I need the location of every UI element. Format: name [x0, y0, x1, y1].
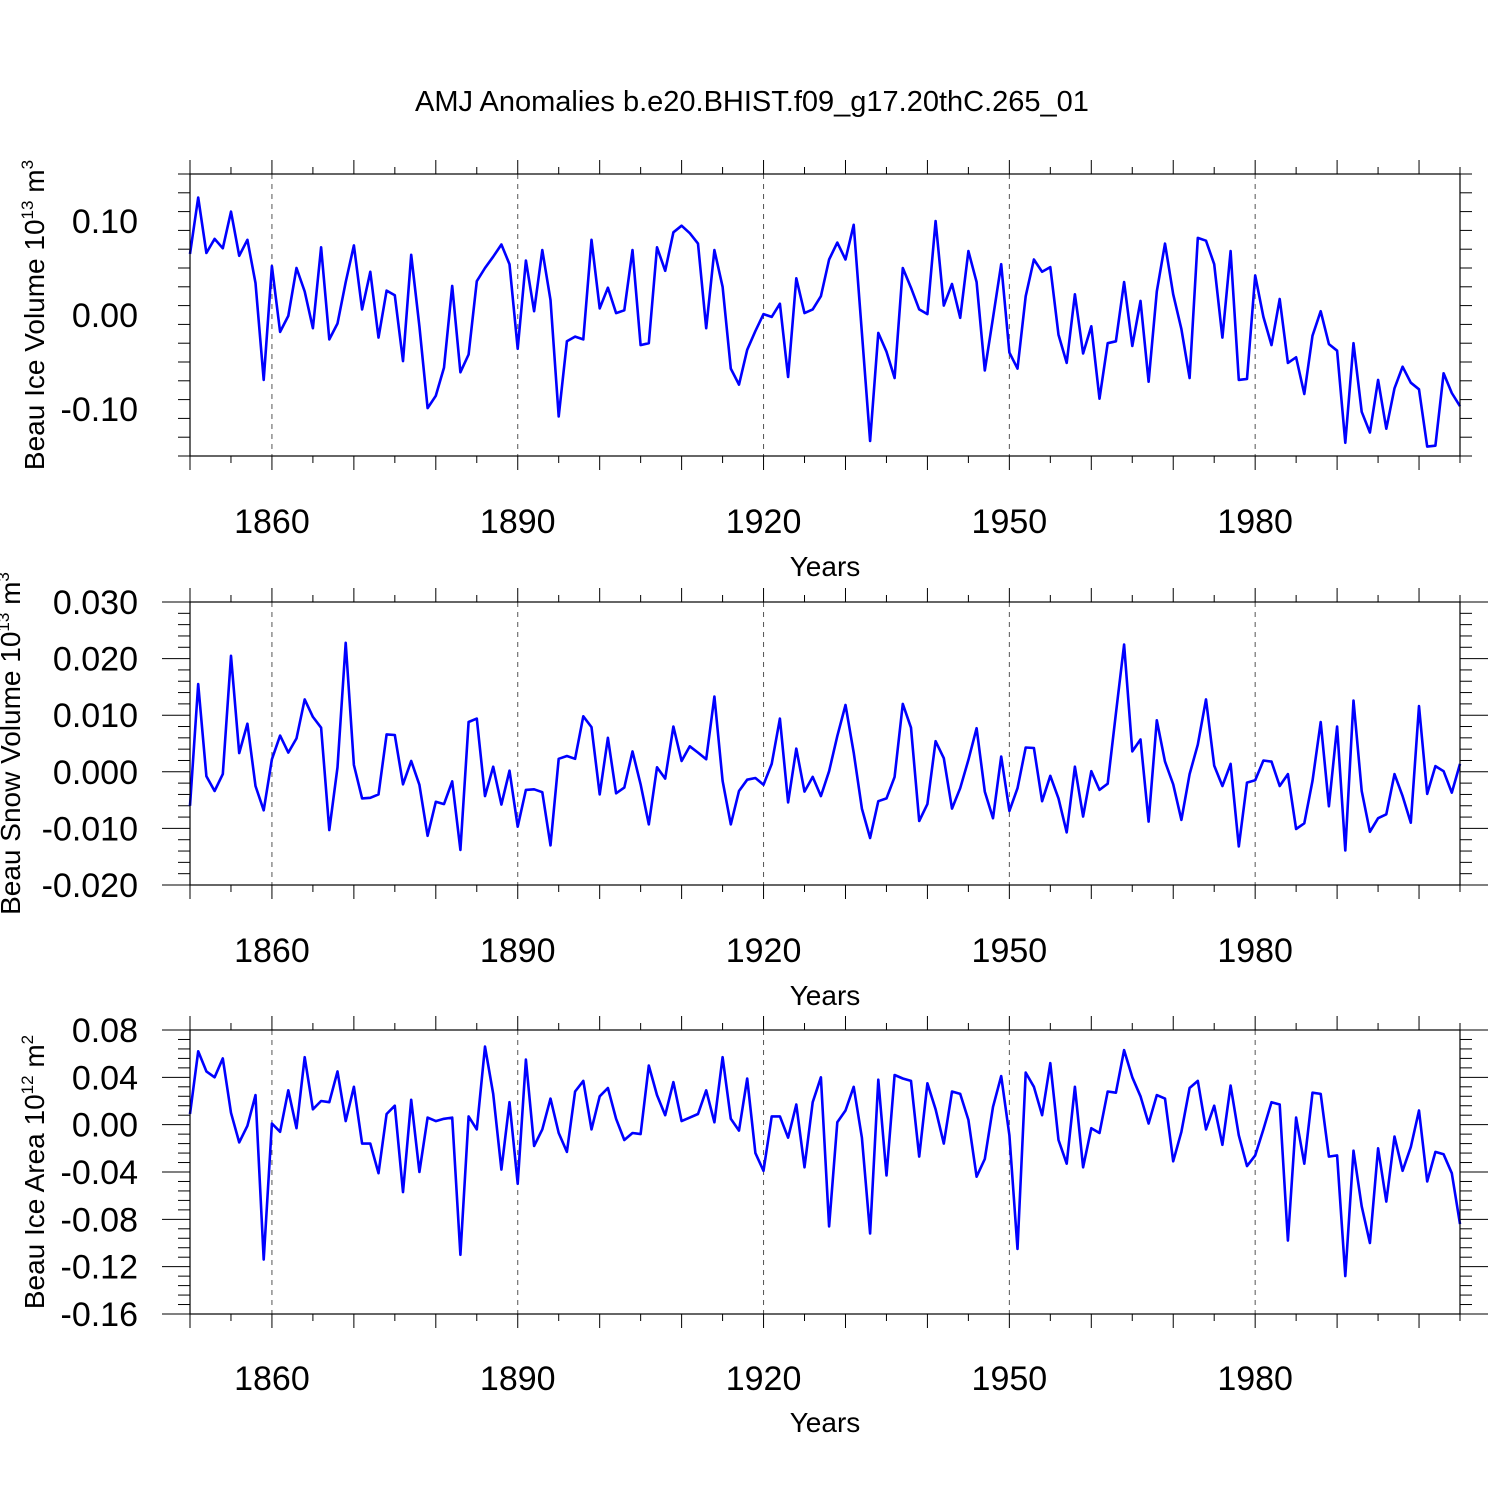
- y-tick-label: 0.10: [72, 203, 138, 241]
- x-tick-label: 1890: [480, 503, 556, 541]
- y-tick-label: 0.08: [72, 1012, 138, 1050]
- y-tick-label: -0.04: [61, 1154, 139, 1192]
- y-tick-label: -0.16: [61, 1296, 139, 1334]
- y-axis-title-unit: m: [19, 169, 50, 200]
- x-tick-label: 1860: [234, 503, 310, 541]
- x-tick-label: 1890: [480, 1360, 556, 1398]
- x-tick-label: 1890: [480, 932, 556, 970]
- x-tick-label: 1920: [726, 1360, 802, 1398]
- x-axis-title: Years: [790, 1407, 861, 1438]
- y-tick-label: -0.020: [42, 867, 138, 905]
- y-axis-title-unit-exponent: 3: [18, 160, 37, 169]
- plot-frame: [189, 173, 1461, 457]
- plot-frame: [189, 601, 1461, 886]
- y-axis-title-prefix: Beau Ice Area 10: [19, 1094, 50, 1309]
- chart-title: AMJ Anomalies b.e20.BHIST.f09_g17.20thC.…: [415, 86, 1089, 118]
- y-axis-title-unit: m: [0, 582, 26, 613]
- x-tick-label: 1920: [726, 932, 802, 970]
- y-axis-title: Beau Ice Area 1012 m2: [18, 1035, 50, 1309]
- x-tick-label: 1950: [972, 1360, 1048, 1398]
- x-tick-label: 1980: [1217, 932, 1293, 970]
- series-line: [188, 196, 1462, 448]
- y-tick-label: 0.010: [53, 697, 138, 735]
- x-tick-label: 1980: [1217, 503, 1293, 541]
- y-tick-label: -0.010: [42, 810, 138, 848]
- y-axis-title-prefix: Beau Ice Volume 10: [19, 219, 50, 470]
- y-axis-title-exponent: 12: [18, 1075, 37, 1094]
- y-axis-title: Beau Ice Volume 1013 m3: [18, 160, 50, 470]
- panel-3: 1860 1890 1920 1950 1980 0.08 0.04 0.00 -0.04 -0.…: [18, 1012, 1488, 1438]
- panel-1: 1860 1890 1920 1950 1980 0.10 0.00 -0.10 Years Be…: [18, 160, 1472, 582]
- x-axis-title: Years: [790, 980, 861, 1011]
- series-line: [188, 1045, 1462, 1278]
- panel-2: 1860 1890 1920 1950 1980 0.030 0.020 0.010 0.000…: [0, 572, 1488, 1011]
- x-tick-label: 1950: [972, 503, 1048, 541]
- y-axis-title-unit: m: [19, 1044, 50, 1075]
- y-tick-label: 0.000: [53, 754, 138, 792]
- y-axis-title: Beau Snow Volume 1013 m3: [0, 572, 26, 915]
- x-tick-label: 1860: [234, 932, 310, 970]
- x-tick-label: 1860: [234, 1360, 310, 1398]
- y-tick-label: 0.00: [72, 1107, 138, 1145]
- y-axis-title-exponent: 13: [0, 613, 13, 632]
- plot-frame: [189, 1029, 1461, 1315]
- y-tick-label: 0.00: [72, 297, 138, 335]
- y-tick-label: 0.04: [72, 1059, 138, 1097]
- x-tick-label: 1980: [1217, 1360, 1293, 1398]
- y-tick-label: 0.020: [53, 641, 138, 679]
- series-line: [188, 641, 1462, 852]
- y-axis-title-unit-exponent: 2: [18, 1035, 37, 1044]
- y-axis-title-unit-exponent: 3: [0, 572, 13, 581]
- x-tick-label: 1920: [726, 503, 802, 541]
- y-axis-title-exponent: 13: [18, 201, 37, 220]
- y-tick-label: -0.10: [61, 391, 139, 429]
- y-tick-label: 0.030: [53, 584, 138, 622]
- x-axis-title: Years: [790, 551, 861, 582]
- y-tick-label: -0.12: [61, 1249, 139, 1287]
- x-tick-label: 1950: [972, 932, 1048, 970]
- y-tick-label: -0.08: [61, 1201, 139, 1239]
- y-axis-title-prefix: Beau Snow Volume 10: [0, 632, 26, 915]
